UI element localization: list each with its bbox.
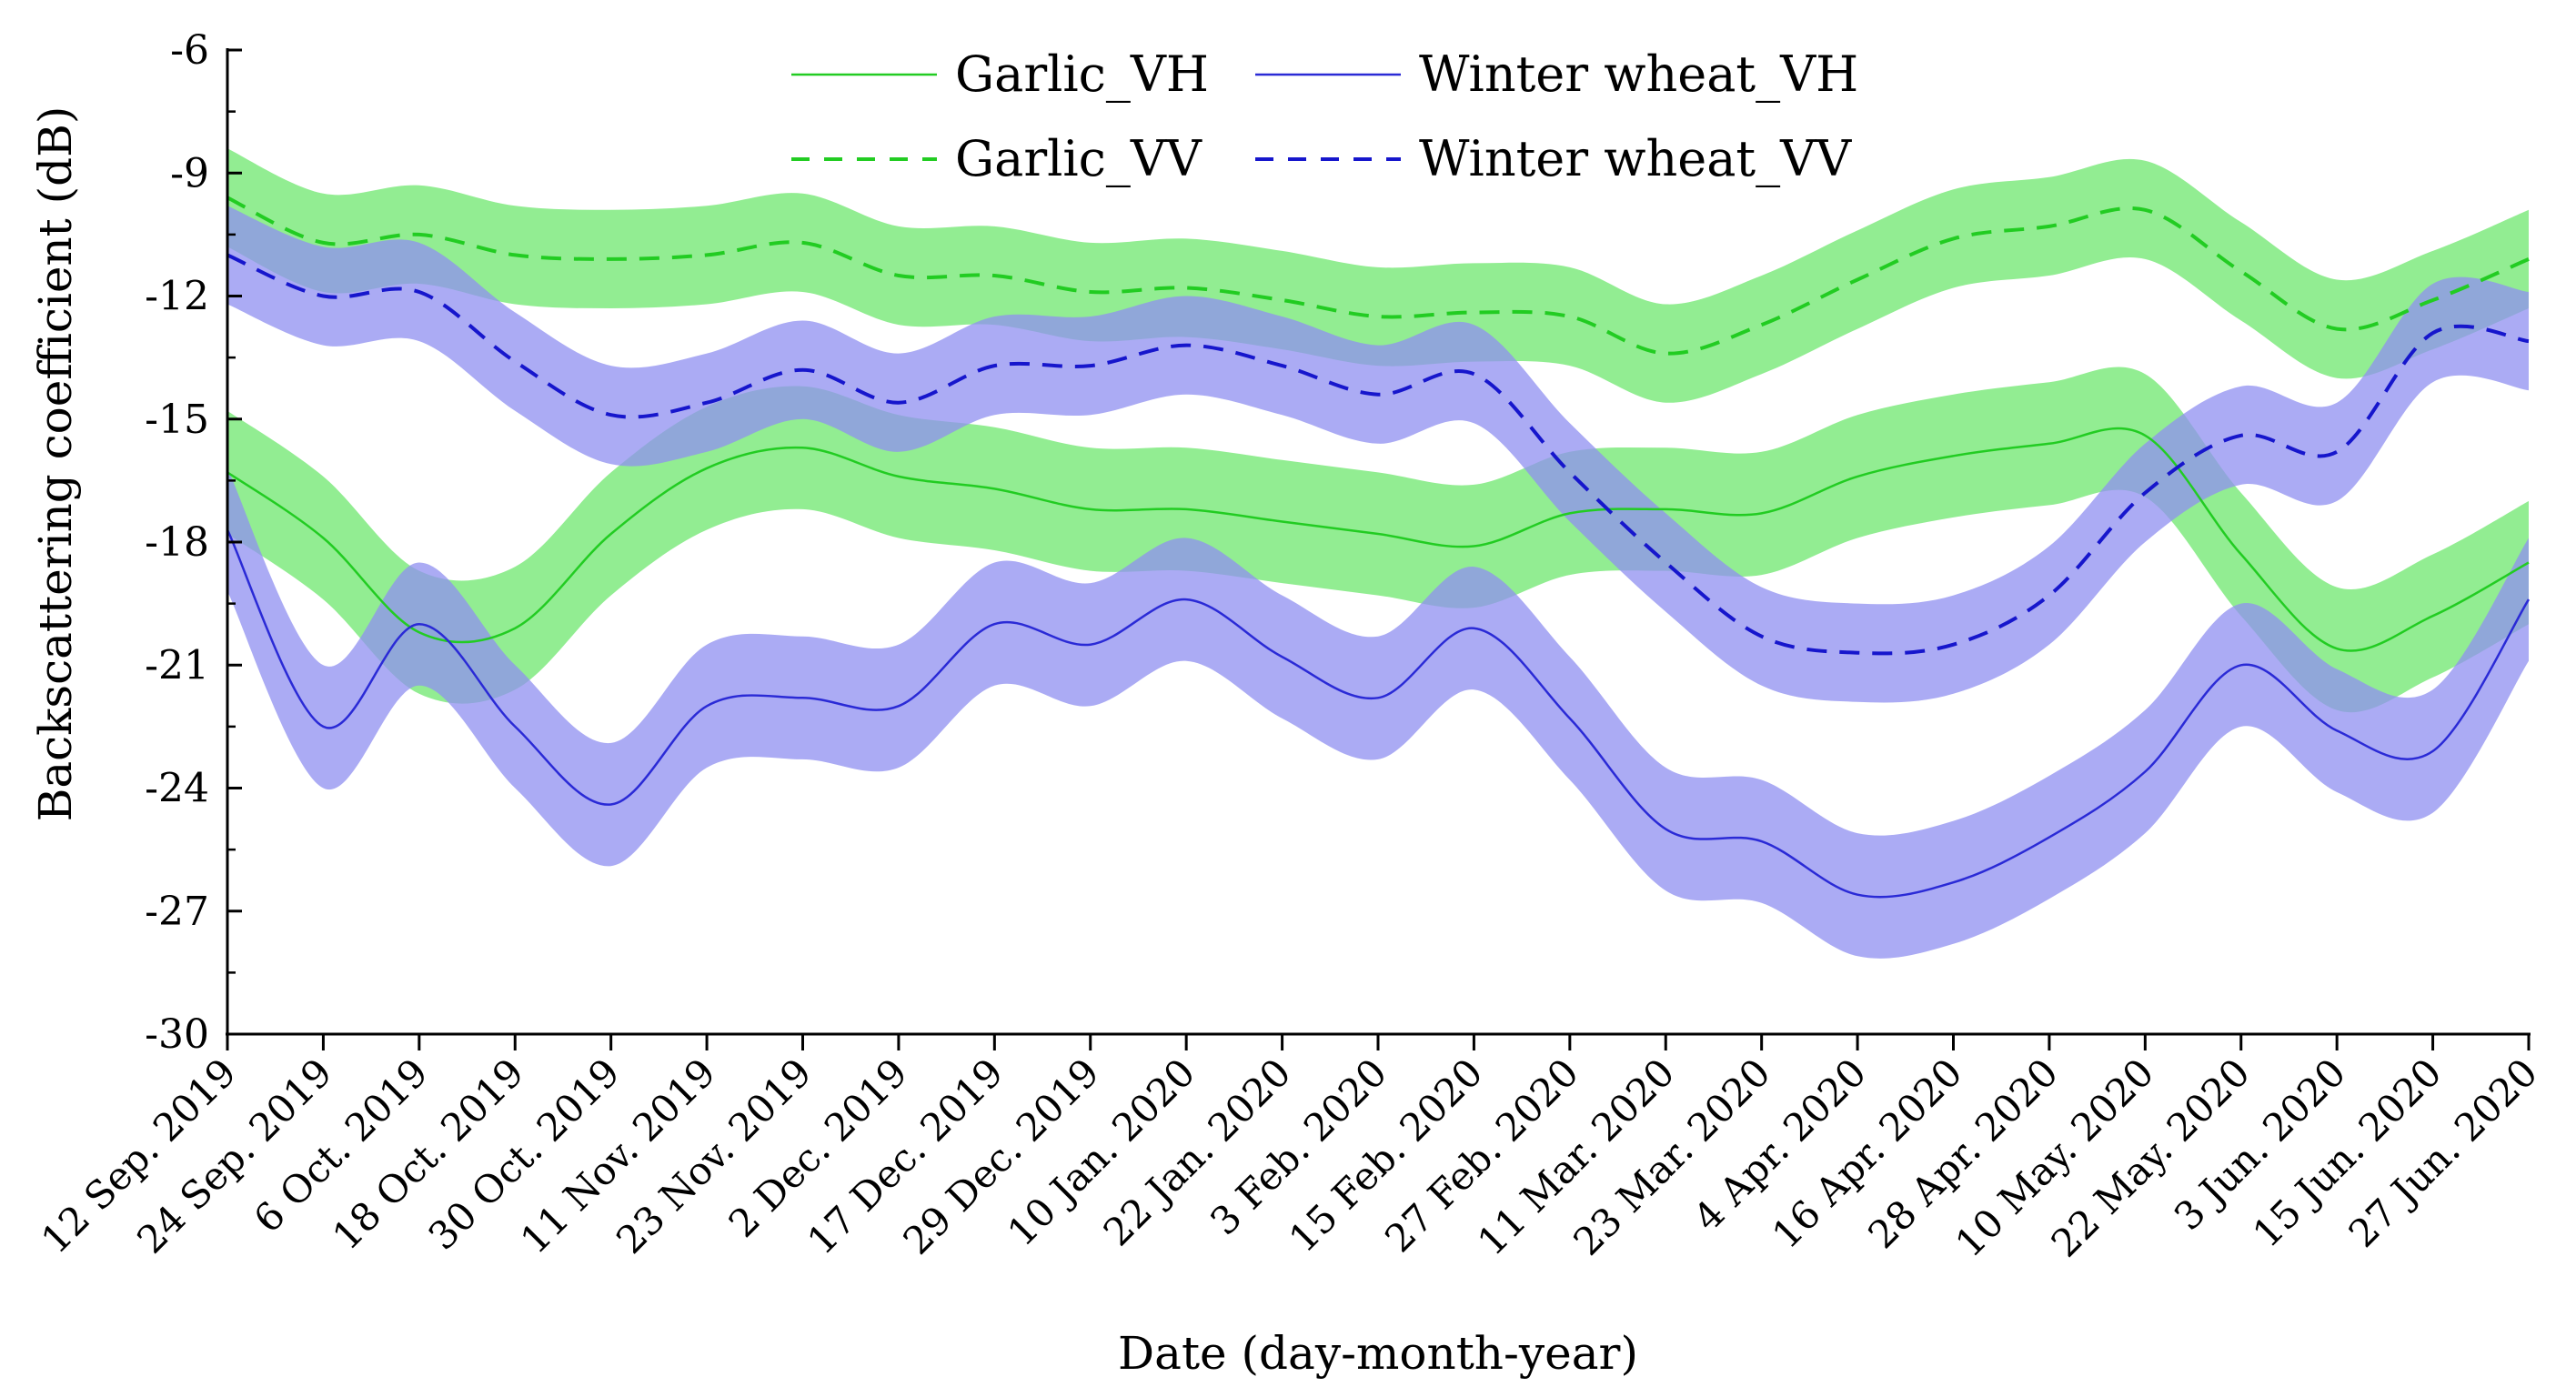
legend-label: Garlic_VH bbox=[955, 45, 1209, 103]
y-tick-label: -12 bbox=[145, 274, 209, 320]
series-line-winter-wheat-vh bbox=[226, 528, 2531, 899]
legend-label: Winter wheat_VV bbox=[1419, 130, 1852, 187]
axes bbox=[226, 48, 2531, 1050]
legend: Garlic_VH Winter wheat_VH Garlic_VV Winter … bbox=[791, 45, 1858, 187]
y-axis-title: Backscattering coefficient (dB) bbox=[29, 106, 82, 822]
band-winter-wheat-vv bbox=[227, 206, 2529, 703]
band-garlic-vv bbox=[227, 148, 2529, 403]
y-tick-label: -9 bbox=[170, 150, 209, 196]
y-tick-label: -6 bbox=[170, 27, 209, 74]
band-garlic-vh bbox=[227, 367, 2529, 713]
lines-layer bbox=[226, 196, 2531, 899]
y-tick-label: -18 bbox=[145, 519, 209, 566]
x-axis-title: Date (day-month-year) bbox=[1118, 1327, 1638, 1380]
y-tick-label: -24 bbox=[145, 766, 209, 812]
series-line-winter-wheat-vv bbox=[226, 253, 2530, 656]
series-line-garlic-vv bbox=[226, 196, 2530, 356]
bands-layer bbox=[227, 148, 2529, 959]
legend-label: Winter wheat_VH bbox=[1419, 45, 1858, 103]
series-line-garlic-vh bbox=[226, 427, 2530, 652]
y-tick-label: -15 bbox=[145, 397, 209, 443]
y-tick-label: -27 bbox=[145, 889, 209, 935]
y-tick-labels: -6 -9 -12 -15 -18 -21 -24 -27 -30 bbox=[145, 27, 209, 1058]
y-tick-label: -21 bbox=[145, 642, 209, 688]
band-winter-wheat-vh bbox=[227, 467, 2529, 959]
y-tick-label: -30 bbox=[145, 1011, 209, 1058]
legend-label: Garlic_VV bbox=[955, 130, 1202, 187]
